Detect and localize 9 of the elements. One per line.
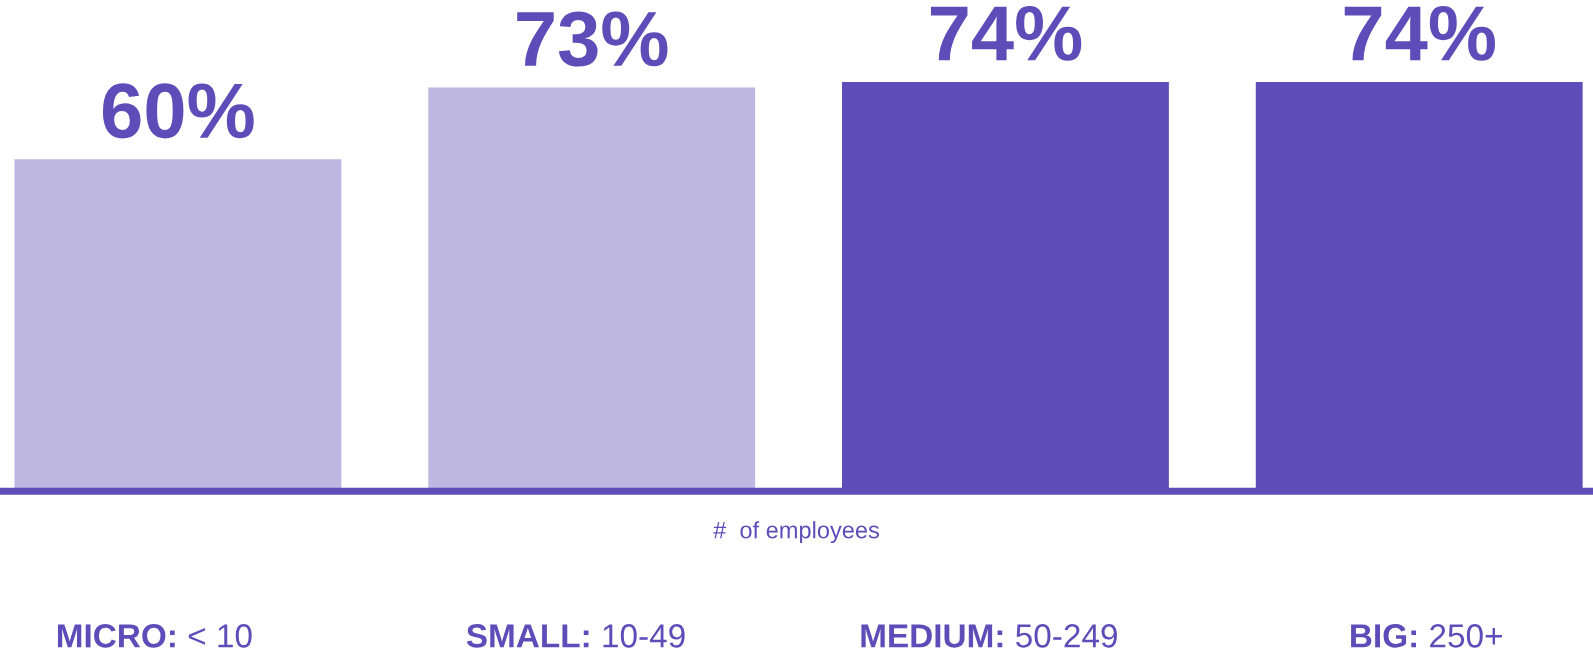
x-tick-label: SMALL: 10-49: [466, 624, 685, 648]
data-label: 60%: [102, 83, 254, 139]
x-axis-title: # of employees: [713, 521, 879, 544]
data-label: 73%: [517, 11, 668, 67]
x-tick-label: BIG: 250+: [1351, 624, 1502, 648]
data-label: 74%: [1344, 6, 1496, 61]
x-tick-label: MICRO: < 10: [57, 624, 252, 648]
data-label: 74%: [930, 6, 1082, 61]
x-tick-label: MEDIUM: 50-249: [861, 624, 1117, 648]
